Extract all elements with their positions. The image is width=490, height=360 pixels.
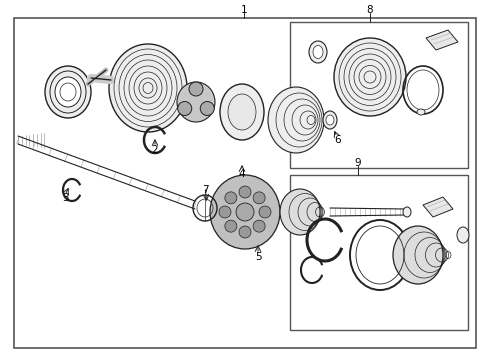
Ellipse shape (280, 189, 320, 235)
Ellipse shape (219, 206, 231, 218)
Ellipse shape (210, 175, 280, 249)
Ellipse shape (457, 227, 469, 243)
Ellipse shape (236, 203, 254, 221)
Ellipse shape (393, 226, 443, 284)
Ellipse shape (220, 84, 264, 140)
Ellipse shape (309, 41, 327, 63)
Text: 8: 8 (367, 5, 373, 15)
Ellipse shape (403, 207, 411, 217)
Ellipse shape (225, 220, 237, 232)
Ellipse shape (60, 83, 76, 101)
Text: 3: 3 (62, 193, 68, 203)
Ellipse shape (189, 82, 203, 96)
Ellipse shape (334, 38, 406, 116)
Ellipse shape (178, 102, 192, 116)
Ellipse shape (326, 115, 334, 125)
Polygon shape (426, 30, 458, 50)
Ellipse shape (268, 87, 324, 153)
Text: 5: 5 (255, 252, 261, 262)
Text: 6: 6 (335, 135, 342, 145)
Ellipse shape (55, 77, 81, 107)
Polygon shape (423, 197, 453, 217)
Text: 4: 4 (239, 169, 245, 179)
Ellipse shape (109, 44, 187, 132)
Ellipse shape (239, 226, 251, 238)
Text: 7: 7 (202, 185, 208, 195)
Ellipse shape (253, 192, 265, 204)
Ellipse shape (45, 66, 91, 118)
Ellipse shape (200, 102, 214, 116)
Ellipse shape (239, 186, 251, 198)
Ellipse shape (313, 45, 323, 58)
Ellipse shape (177, 82, 215, 122)
Ellipse shape (225, 192, 237, 204)
Text: 1: 1 (241, 5, 247, 15)
Ellipse shape (259, 206, 271, 218)
Bar (290, 22, 468, 168)
Ellipse shape (228, 94, 256, 130)
Text: 9: 9 (355, 158, 361, 168)
Ellipse shape (50, 71, 86, 113)
Text: 2: 2 (152, 145, 158, 155)
Ellipse shape (417, 109, 425, 115)
Bar (290, 175, 468, 330)
Ellipse shape (253, 220, 265, 232)
Ellipse shape (323, 111, 337, 129)
